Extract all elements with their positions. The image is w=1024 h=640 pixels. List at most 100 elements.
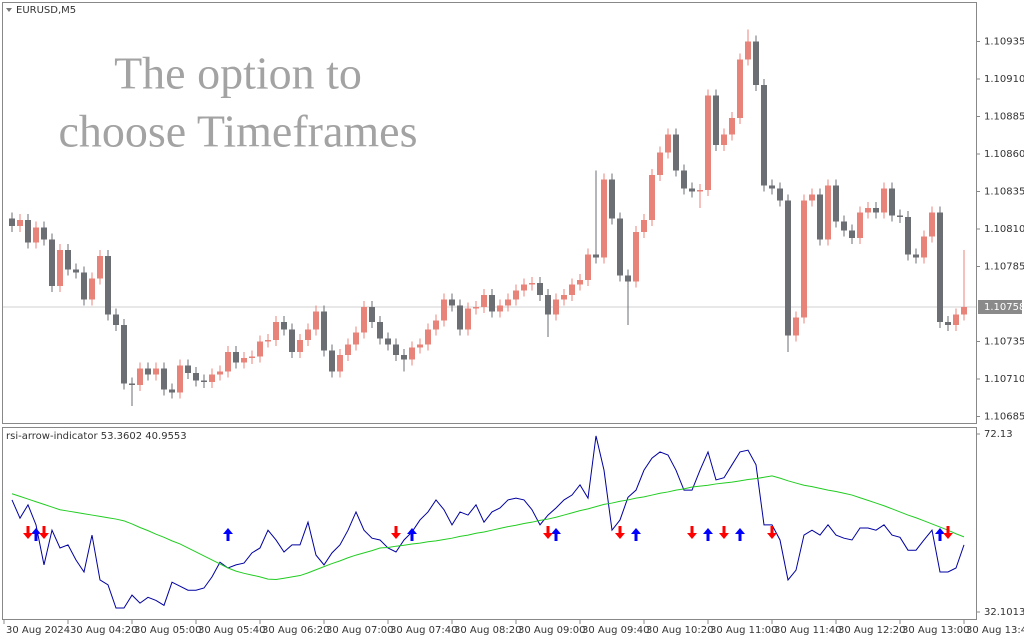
candle-body xyxy=(201,380,207,382)
candle-body xyxy=(625,275,631,282)
x-tick-label: 30 Aug 2024 xyxy=(6,625,70,636)
current-price-label: 1.10758 xyxy=(984,302,1024,313)
candle-body xyxy=(377,322,383,339)
buy-arrow xyxy=(31,528,41,541)
candle-body xyxy=(465,308,471,330)
x-tick-label: 30 Aug 11:40 xyxy=(774,625,841,636)
candle-body xyxy=(337,355,343,372)
buy-arrow xyxy=(631,528,641,541)
candle-body xyxy=(545,295,551,315)
annotation: choose Timeframes xyxy=(58,106,417,157)
candle-body xyxy=(89,278,95,300)
candle-body xyxy=(609,179,615,219)
buy-arrow xyxy=(935,528,945,541)
candle-body xyxy=(281,322,287,330)
candle-body xyxy=(321,311,327,351)
candle-body xyxy=(921,236,927,258)
candle-body xyxy=(241,358,247,363)
candle-body xyxy=(97,256,103,279)
candle-body xyxy=(9,218,15,226)
candle-body xyxy=(273,322,279,340)
buy-arrow xyxy=(735,528,745,541)
candle-body xyxy=(801,200,807,318)
x-tick-label: 30 Aug 05:00 xyxy=(134,625,201,636)
candle-body xyxy=(17,220,23,226)
candle-body xyxy=(113,314,119,325)
candle-body xyxy=(785,200,791,336)
candle-body xyxy=(441,299,447,321)
y-tick-label: 1.10735 xyxy=(984,337,1024,348)
candle-body xyxy=(937,212,943,322)
candle-body xyxy=(657,152,663,175)
main-panel xyxy=(2,2,977,424)
candle-body xyxy=(65,250,71,270)
candle-body xyxy=(169,389,175,393)
candle-body xyxy=(569,284,575,295)
sell-arrow xyxy=(943,526,953,539)
y-tick-label: 1.10910 xyxy=(984,74,1024,85)
candle-body xyxy=(409,347,415,360)
y-tick-label: 1.10885 xyxy=(984,112,1024,123)
candle-body xyxy=(649,175,655,220)
candle-body xyxy=(81,272,87,300)
sell-arrow xyxy=(23,526,33,539)
candle-body xyxy=(665,134,671,153)
candle-body xyxy=(385,338,391,345)
candle-body xyxy=(705,95,711,190)
x-tick-label: 30 Aug 09:00 xyxy=(518,625,585,636)
candle-body xyxy=(289,329,295,352)
candle-body xyxy=(49,239,55,286)
candle-body xyxy=(305,329,311,340)
candle-body xyxy=(521,284,527,291)
candle-body xyxy=(25,220,31,243)
candle-body xyxy=(489,295,495,312)
candle-body xyxy=(537,283,543,295)
candle-body xyxy=(33,227,39,243)
candle-body xyxy=(809,194,815,201)
candle-body xyxy=(857,212,863,238)
candle-body xyxy=(753,41,759,85)
candle-body xyxy=(417,344,423,348)
symbol-title: EURUSD,M5 xyxy=(16,5,76,16)
candle-body xyxy=(433,320,439,330)
candle-body xyxy=(105,256,111,315)
candle-body xyxy=(697,190,703,192)
candle-body xyxy=(161,368,167,390)
x-tick-label: 30 Aug 06:20 xyxy=(262,625,329,636)
candle-body xyxy=(897,215,903,217)
indicator-panel xyxy=(2,427,977,620)
candle-body xyxy=(745,41,751,60)
candle-body xyxy=(777,188,783,201)
symbol-menu-icon[interactable] xyxy=(6,8,12,12)
candle-body xyxy=(849,230,855,238)
sell-arrow xyxy=(39,526,49,539)
candle-body xyxy=(345,344,351,355)
candle-body xyxy=(145,368,151,375)
candle-body xyxy=(641,220,647,232)
candle-body xyxy=(617,218,623,276)
candle-body xyxy=(737,59,743,118)
candle-body xyxy=(945,322,951,325)
candle-body xyxy=(249,356,255,358)
x-tick-label: 30 Aug 10:20 xyxy=(646,625,713,636)
x-tick-label: 30 Aug 08:20 xyxy=(454,625,521,636)
candle-body xyxy=(817,194,823,240)
y-tick-label: 1.10785 xyxy=(984,262,1024,273)
x-tick-label: 30 Aug 04:20 xyxy=(70,625,137,636)
candle-body xyxy=(865,208,871,213)
x-tick-label: 30 Aug 13:40 xyxy=(966,625,1024,636)
candle-body xyxy=(529,283,535,285)
candle-body xyxy=(481,295,487,307)
buy-arrow xyxy=(223,528,233,541)
y-tick-label: 1.10860 xyxy=(984,149,1024,160)
sell-arrow xyxy=(687,526,697,539)
y-tick-label: 72.13 xyxy=(984,429,1013,440)
candle-body xyxy=(265,340,271,342)
x-tick-label: 30 Aug 07:00 xyxy=(326,625,393,636)
candle-body xyxy=(833,185,839,222)
candle-body xyxy=(841,221,847,231)
candle-body xyxy=(561,295,567,300)
candle-body xyxy=(953,314,959,325)
candle-body xyxy=(177,365,183,393)
